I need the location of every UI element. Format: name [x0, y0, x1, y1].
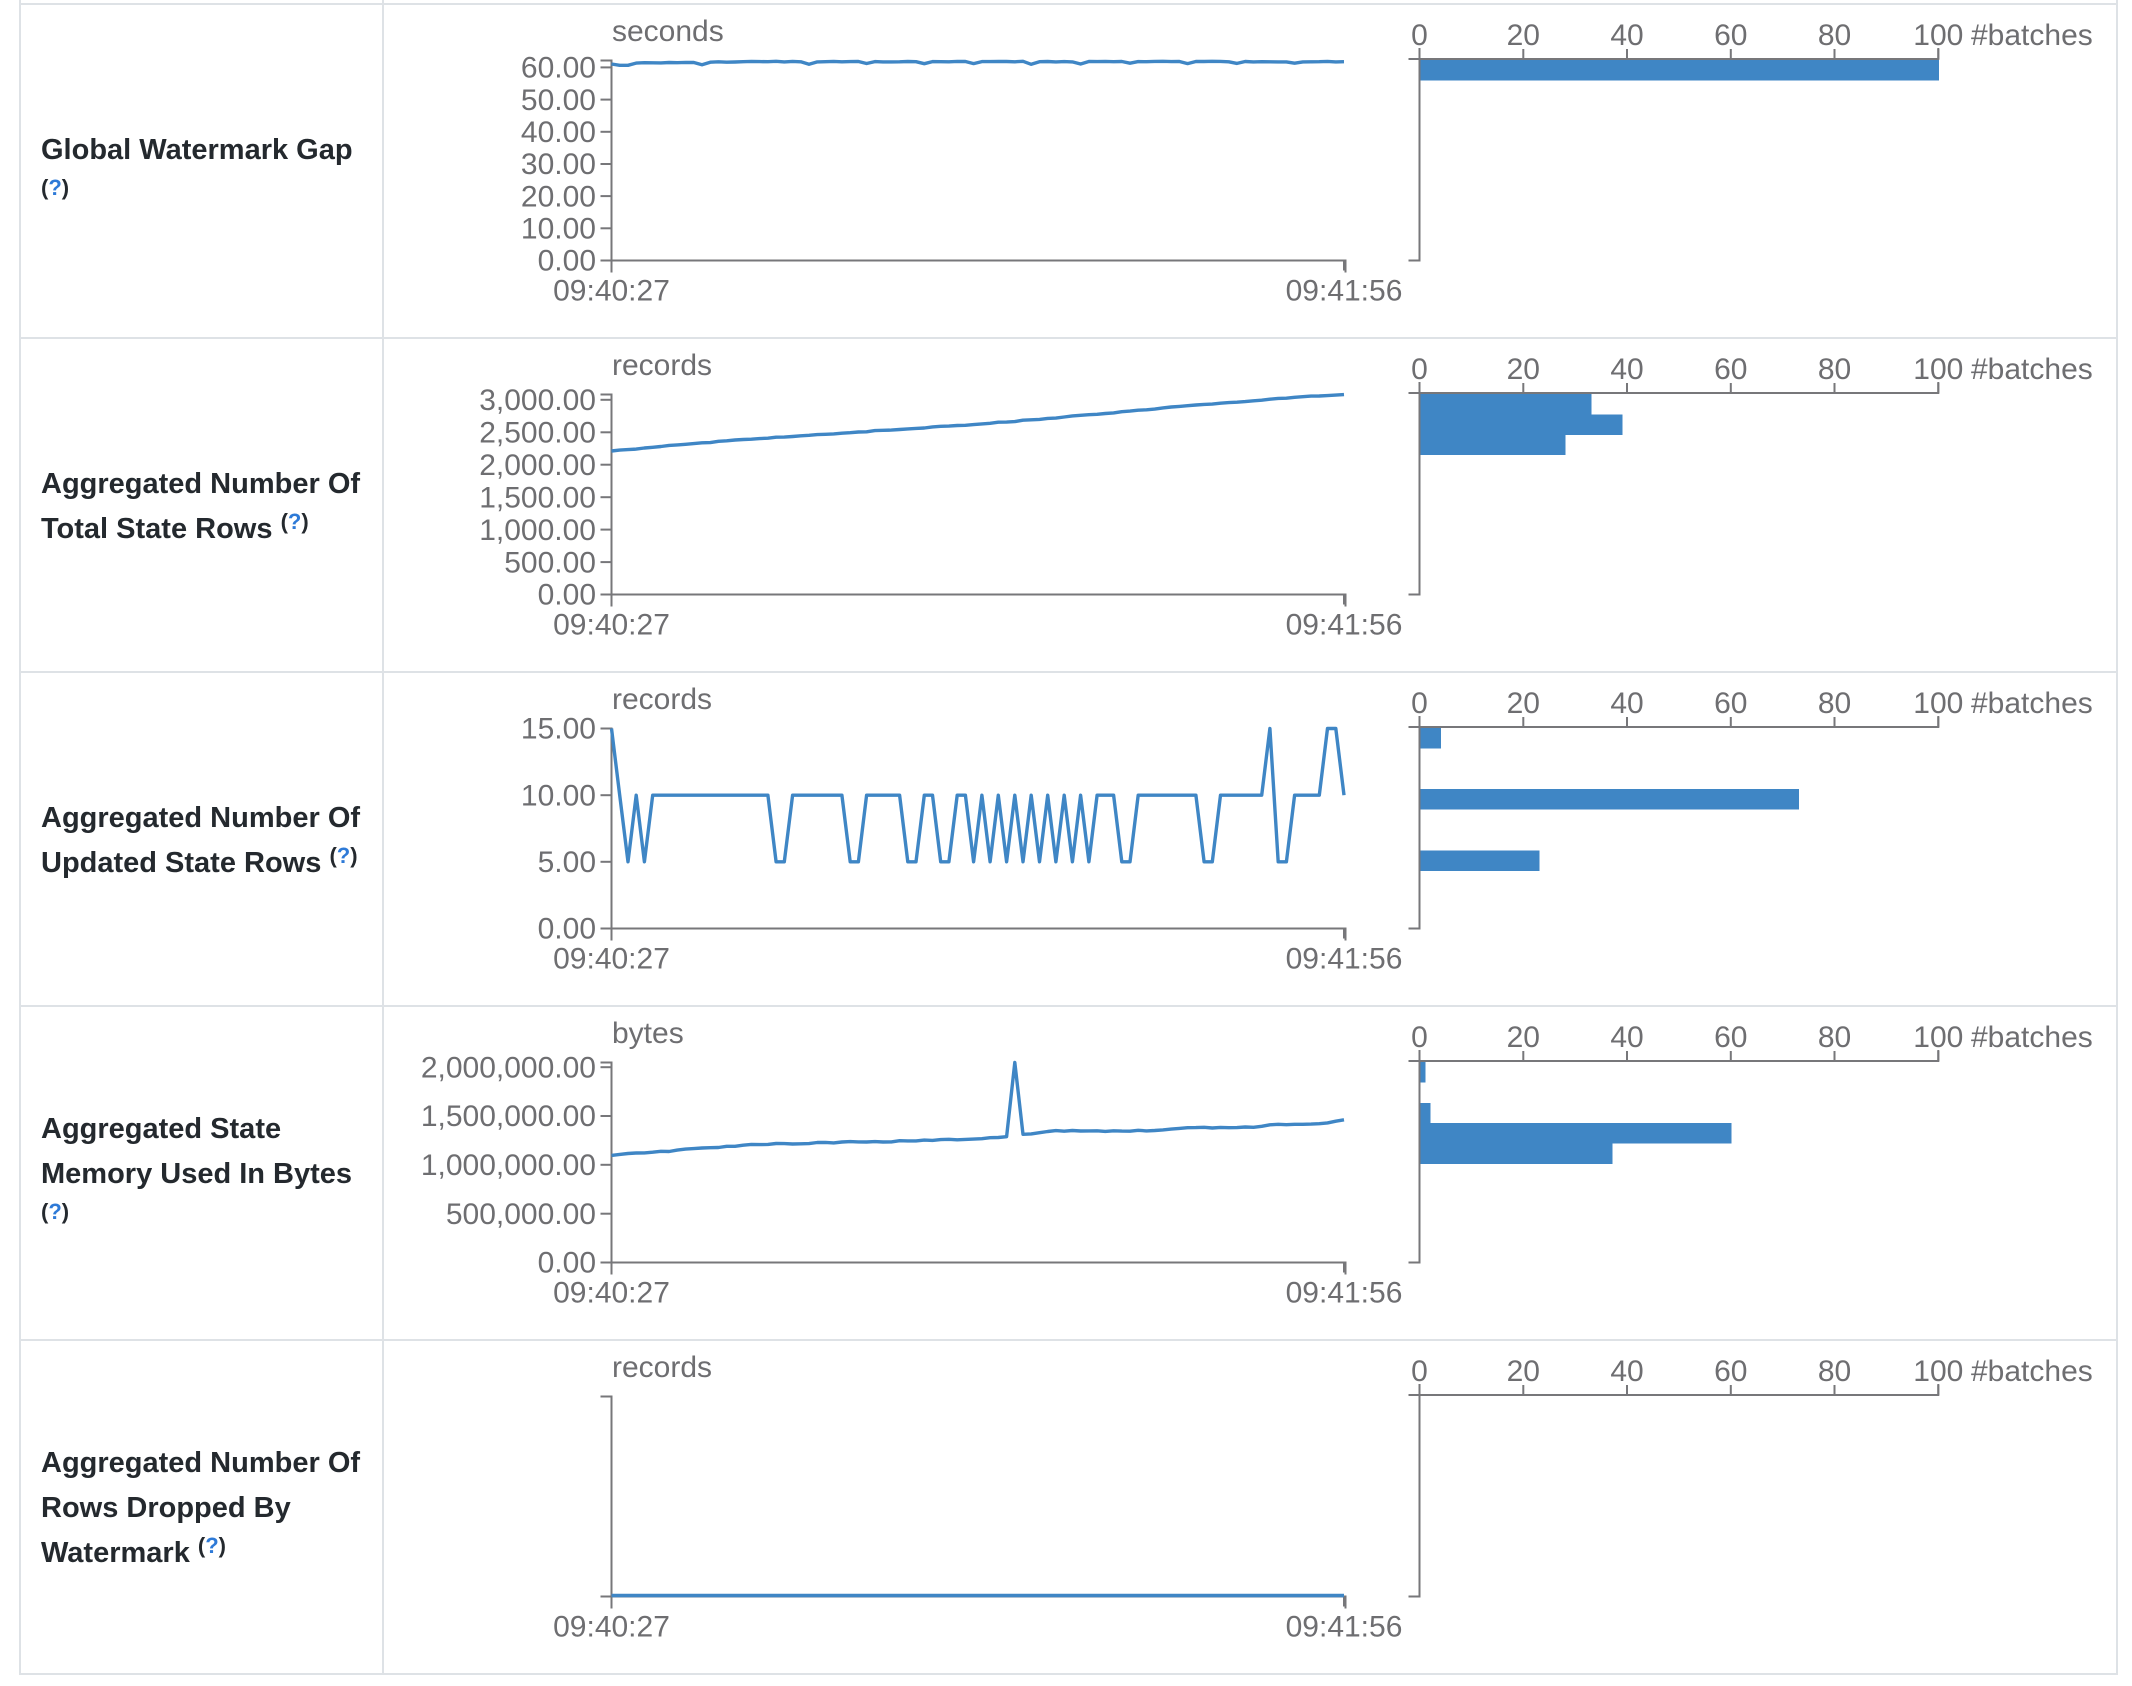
svg-text:20: 20	[1507, 1021, 1540, 1054]
svg-text:#batches: #batches	[1971, 1355, 2093, 1388]
svg-text:100: 100	[1913, 1355, 1963, 1388]
svg-text:records: records	[612, 1351, 712, 1384]
svg-text:60: 60	[1714, 19, 1747, 52]
svg-text:80: 80	[1818, 19, 1851, 52]
svg-text:0.00: 0.00	[538, 912, 596, 945]
svg-text:40: 40	[1610, 1021, 1643, 1054]
svg-text:50.00: 50.00	[521, 83, 596, 116]
svg-text:records: records	[612, 683, 712, 716]
svg-text:0.00: 0.00	[538, 1246, 596, 1279]
svg-text:40: 40	[1610, 1355, 1643, 1388]
svg-text:0: 0	[1411, 353, 1428, 386]
svg-text:60: 60	[1714, 687, 1747, 720]
svg-text:09:40:27: 09:40:27	[553, 608, 670, 641]
svg-text:30.00: 30.00	[521, 148, 596, 181]
svg-text:09:41:56: 09:41:56	[1286, 1610, 1403, 1643]
svg-text:80: 80	[1818, 1355, 1851, 1388]
svg-text:09:40:27: 09:40:27	[553, 1610, 670, 1643]
svg-text:100: 100	[1913, 1021, 1963, 1054]
svg-text:20: 20	[1507, 19, 1540, 52]
svg-text:2,500.00: 2,500.00	[479, 416, 596, 449]
svg-text:09:41:56: 09:41:56	[1286, 608, 1403, 641]
svg-text:0: 0	[1411, 687, 1428, 720]
svg-text:40.00: 40.00	[521, 116, 596, 149]
svg-text:2,000.00: 2,000.00	[479, 448, 596, 481]
svg-text:records: records	[612, 349, 712, 382]
svg-text:1,500,000.00: 1,500,000.00	[421, 1100, 596, 1133]
svg-text:20.00: 20.00	[521, 180, 596, 213]
svg-text:60.00: 60.00	[521, 51, 596, 84]
svg-text:100: 100	[1913, 353, 1963, 386]
svg-text:09:40:27: 09:40:27	[553, 942, 670, 975]
svg-text:1,000,000.00: 1,000,000.00	[421, 1149, 596, 1182]
svg-text:80: 80	[1818, 353, 1851, 386]
svg-text:60: 60	[1714, 1021, 1747, 1054]
svg-text:bytes: bytes	[612, 1017, 684, 1050]
svg-text:100: 100	[1913, 19, 1963, 52]
svg-text:3,000.00: 3,000.00	[479, 384, 596, 417]
svg-text:0.00: 0.00	[538, 578, 596, 611]
svg-text:20: 20	[1507, 353, 1540, 386]
svg-text:seconds: seconds	[612, 15, 724, 48]
svg-text:40: 40	[1610, 19, 1643, 52]
svg-text:0: 0	[1411, 1021, 1428, 1054]
svg-text:0: 0	[1411, 1355, 1428, 1388]
svg-text:500.00: 500.00	[504, 546, 596, 579]
svg-text:1,500.00: 1,500.00	[479, 481, 596, 514]
svg-text:#batches: #batches	[1971, 353, 2093, 386]
svg-text:10.00: 10.00	[521, 779, 596, 812]
svg-text:#batches: #batches	[1971, 1021, 2093, 1054]
svg-text:15.00: 15.00	[521, 712, 596, 745]
svg-text:09:41:56: 09:41:56	[1286, 942, 1403, 975]
svg-text:60: 60	[1714, 353, 1747, 386]
svg-text:20: 20	[1507, 687, 1540, 720]
svg-text:0: 0	[1411, 19, 1428, 52]
svg-text:5.00: 5.00	[538, 846, 596, 879]
svg-text:0.00: 0.00	[538, 244, 596, 277]
svg-text:1,000.00: 1,000.00	[479, 513, 596, 546]
svg-text:10.00: 10.00	[521, 212, 596, 245]
svg-text:80: 80	[1818, 1021, 1851, 1054]
svg-text:40: 40	[1610, 353, 1643, 386]
svg-text:500,000.00: 500,000.00	[446, 1197, 596, 1230]
svg-text:60: 60	[1714, 1355, 1747, 1388]
svg-text:09:41:56: 09:41:56	[1286, 1276, 1403, 1309]
svg-text:#batches: #batches	[1971, 687, 2093, 720]
svg-text:09:40:27: 09:40:27	[553, 274, 670, 307]
svg-text:20: 20	[1507, 1355, 1540, 1388]
svg-text:09:40:27: 09:40:27	[553, 1276, 670, 1309]
svg-text:#batches: #batches	[1971, 19, 2093, 52]
svg-text:80: 80	[1818, 687, 1851, 720]
svg-text:100: 100	[1913, 687, 1963, 720]
svg-text:09:41:56: 09:41:56	[1286, 274, 1403, 307]
svg-text:40: 40	[1610, 687, 1643, 720]
svg-text:2,000,000.00: 2,000,000.00	[421, 1051, 596, 1084]
